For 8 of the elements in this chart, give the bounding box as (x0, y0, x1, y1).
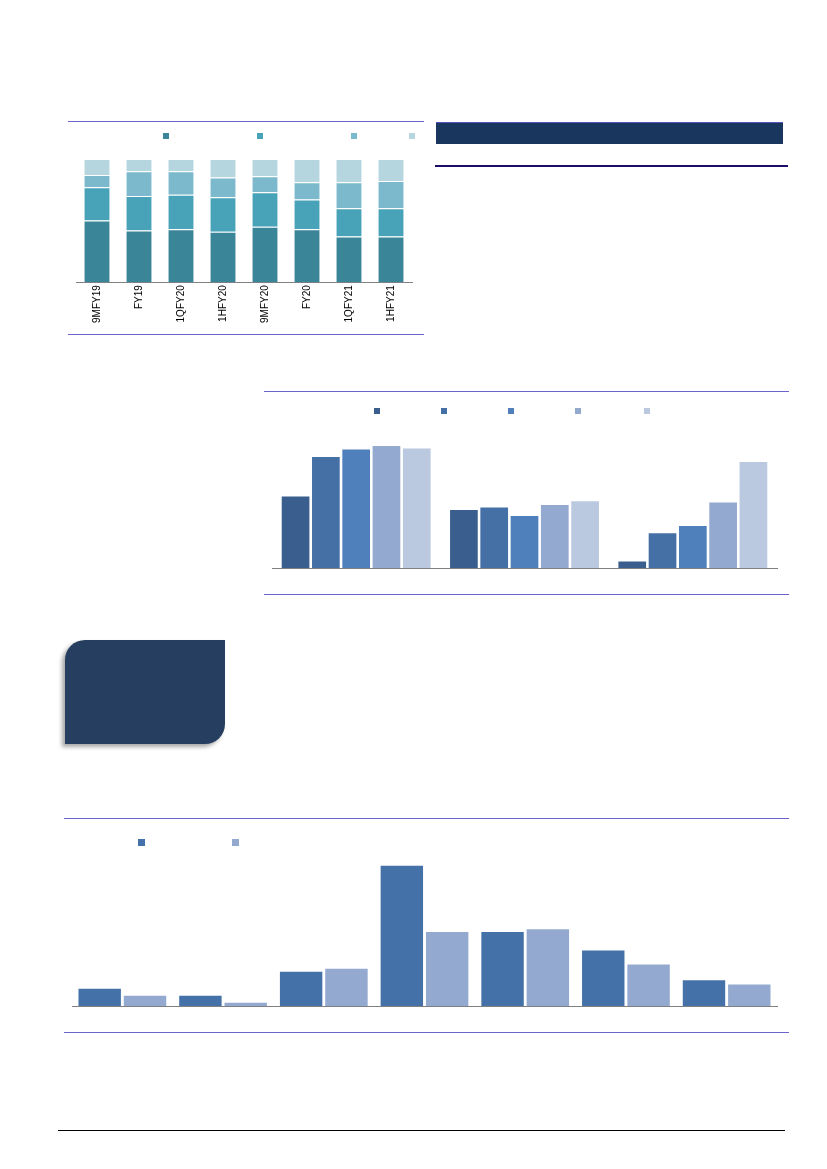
x-tick-label: 9MFY20 (258, 284, 270, 323)
x-tick-label: 9MFY19 (90, 284, 102, 323)
x-tick-label: FY20 (300, 284, 312, 310)
x-tick-label: 1QFY20 (174, 284, 186, 323)
x-tick-label: 1QFY21 (342, 284, 354, 323)
x-tick-label: 1HFY20 (216, 284, 228, 322)
x-tick-label: 1HFY21 (384, 284, 396, 322)
x-tick-label: FY19 (132, 284, 144, 310)
